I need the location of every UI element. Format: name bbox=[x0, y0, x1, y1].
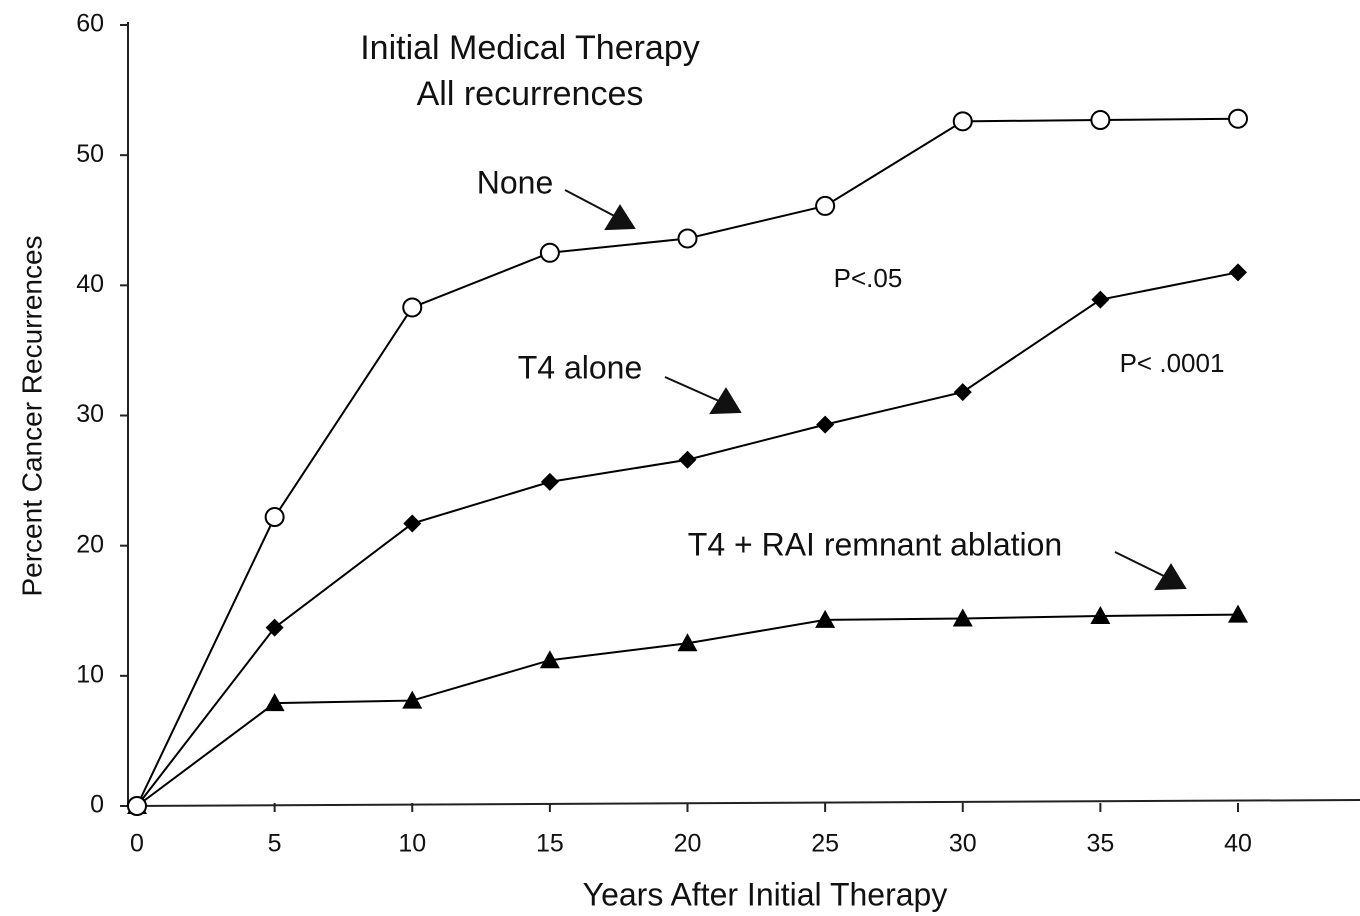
y-tick-label: 0 bbox=[90, 791, 104, 819]
x-tick-label: 10 bbox=[398, 830, 426, 858]
y-tick-label: 60 bbox=[76, 10, 104, 38]
x-tick-label: 15 bbox=[536, 830, 564, 858]
chart-subtitle: All recurrences bbox=[417, 75, 644, 113]
marker bbox=[1090, 110, 1111, 131]
x-axis bbox=[127, 799, 1360, 807]
y-tick-label: 20 bbox=[76, 530, 104, 558]
marker bbox=[1228, 108, 1248, 129]
marker bbox=[540, 472, 559, 491]
annotation: P<.05 bbox=[834, 263, 903, 293]
marker bbox=[952, 111, 973, 132]
marker bbox=[1090, 605, 1111, 624]
marker bbox=[1091, 290, 1110, 309]
y-axis-label: Percent Cancer Recurrences bbox=[16, 235, 47, 596]
marker bbox=[677, 228, 698, 249]
marker bbox=[127, 796, 147, 816]
y-tick-label: 40 bbox=[76, 270, 104, 298]
x-tick-label: 0 bbox=[130, 830, 144, 858]
marker bbox=[953, 383, 972, 402]
series-label: None bbox=[477, 164, 554, 200]
marker bbox=[402, 297, 423, 318]
series-label: T4 + RAI remnant ablation bbox=[688, 526, 1062, 562]
x-tick-label: 25 bbox=[811, 830, 839, 858]
marker bbox=[678, 450, 697, 469]
x-tick-label: 5 bbox=[268, 830, 282, 858]
chart-title: Initial Medical Therapy bbox=[360, 29, 700, 67]
marker bbox=[264, 507, 285, 528]
y-tick-label: 50 bbox=[76, 140, 104, 168]
x-tick-label: 35 bbox=[1086, 830, 1114, 858]
marker bbox=[1229, 263, 1247, 282]
y-tick-label: 30 bbox=[76, 400, 104, 428]
marker bbox=[677, 633, 698, 652]
arrows bbox=[564, 189, 1187, 591]
x-axis-label: Years After Initial Therapy bbox=[583, 876, 948, 912]
marker bbox=[265, 618, 284, 637]
series-label: T4 alone bbox=[518, 349, 643, 385]
x-tick-label: 40 bbox=[1224, 830, 1252, 858]
marker bbox=[1228, 604, 1248, 623]
marker bbox=[402, 690, 423, 709]
marker bbox=[403, 514, 422, 533]
marker bbox=[539, 242, 560, 263]
marker bbox=[815, 195, 836, 216]
annotation: P< .0001 bbox=[1120, 348, 1225, 378]
x-tick-label: 30 bbox=[949, 830, 977, 858]
marker bbox=[539, 650, 560, 669]
marker bbox=[816, 415, 835, 434]
marker bbox=[815, 609, 836, 628]
marker bbox=[264, 693, 285, 712]
marker bbox=[952, 608, 973, 627]
x-tick-label: 20 bbox=[674, 830, 702, 858]
y-tick-label: 10 bbox=[76, 660, 104, 688]
